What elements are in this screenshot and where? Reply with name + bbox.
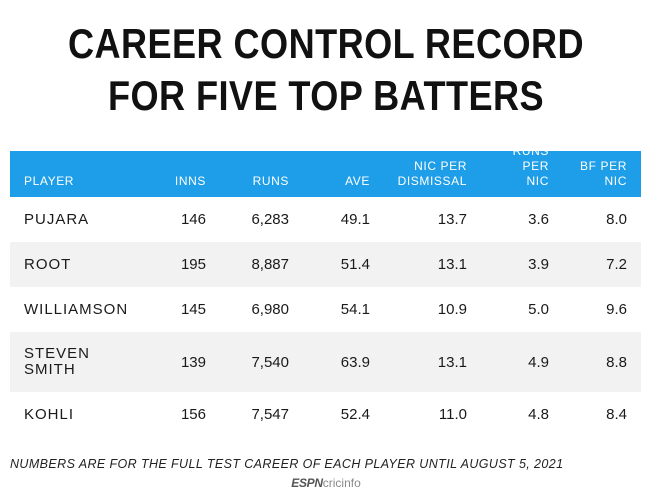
runs-per-nic-value: 5.0 <box>528 301 549 318</box>
column-header-ave: AVE <box>345 174 370 188</box>
player-name: KOHLI <box>24 405 75 423</box>
nic-per-dismissal-value: 13.7 <box>437 211 467 228</box>
column-header-runs-per-nic: RUNS PER NIC <box>512 144 549 188</box>
table-row: WILLIAMSON 145 6,980 54.1 10.9 5.0 9.6 <box>10 287 641 332</box>
nic-per-dismissal-value: 13.1 <box>437 353 467 371</box>
table-row: ROOT 195 8,887 51.4 13.1 3.9 7.2 <box>10 242 641 287</box>
inns-value: 146 <box>180 211 206 228</box>
column-header-nic-per-dismissal: NIC PER DISMISSAL <box>397 159 467 188</box>
nic-per-dismissal-value: 11.0 <box>438 406 467 423</box>
table-footnote: NUMBERS ARE FOR THE FULL TEST CAREER OF … <box>10 457 564 471</box>
runs-per-nic-value: 3.6 <box>528 211 549 228</box>
ave-value: 52.4 <box>340 406 370 423</box>
column-header-bf-per-nic: BF PER NIC <box>580 159 627 188</box>
inns-value: 145 <box>180 301 206 318</box>
runs-value: 6,980 <box>251 301 289 318</box>
player-name: STEVEN SMITH <box>24 345 91 378</box>
bf-per-nic-value: 9.6 <box>606 301 627 318</box>
bf-per-nic-value: 8.0 <box>606 211 627 228</box>
player-name: WILLIAMSON <box>24 300 129 318</box>
player-name: ROOT <box>24 255 72 273</box>
inns-value: 156 <box>180 406 206 423</box>
espn-wordmark: ESPN <box>291 476 323 490</box>
runs-per-nic-value: 4.9 <box>528 353 549 371</box>
inns-value: 195 <box>180 256 206 273</box>
page-title: CAREER CONTROL RECORD FOR FIVE TOP BATTE… <box>67 20 585 119</box>
ave-value: 54.1 <box>340 301 370 318</box>
ave-value: 51.4 <box>340 256 370 273</box>
column-header-inns: INNS <box>174 174 206 188</box>
runs-per-nic-value: 3.9 <box>528 256 549 273</box>
bf-per-nic-value: 7.2 <box>606 256 627 273</box>
table-row: STEVEN SMITH 139 7,540 63.9 13.1 4.9 8.8 <box>10 332 641 392</box>
runs-value: 8,887 <box>251 256 289 273</box>
column-header-runs: RUNS <box>252 174 289 188</box>
player-name: PUJARA <box>24 210 90 228</box>
table-header: PLAYER INNS RUNS AVE NIC PER DISMISSAL R… <box>10 144 641 197</box>
inns-value: 139 <box>180 353 206 371</box>
nic-per-dismissal-value: 10.9 <box>437 301 467 318</box>
table-row: KOHLI 156 7,547 52.4 11.0 4.8 8.4 <box>10 392 641 437</box>
bf-per-nic-value: 8.4 <box>606 406 627 423</box>
runs-value: 6,283 <box>251 211 289 228</box>
stats-table: PLAYER INNS RUNS AVE NIC PER DISMISSAL R… <box>10 144 641 437</box>
runs-value: 7,540 <box>251 353 289 371</box>
column-header-player: PLAYER <box>24 174 75 188</box>
espncricinfo-logo: ESPNcricinfo <box>0 476 652 490</box>
ave-value: 49.1 <box>340 211 370 228</box>
runs-per-nic-value: 4.8 <box>528 406 549 423</box>
runs-value: 7,547 <box>251 406 289 423</box>
ave-value: 63.9 <box>340 353 370 371</box>
bf-per-nic-value: 8.8 <box>606 353 627 371</box>
cricinfo-wordmark: cricinfo <box>322 476 361 490</box>
nic-per-dismissal-value: 13.1 <box>437 256 467 273</box>
table-row: PUJARA 146 6,283 49.1 13.7 3.6 8.0 <box>10 197 641 242</box>
